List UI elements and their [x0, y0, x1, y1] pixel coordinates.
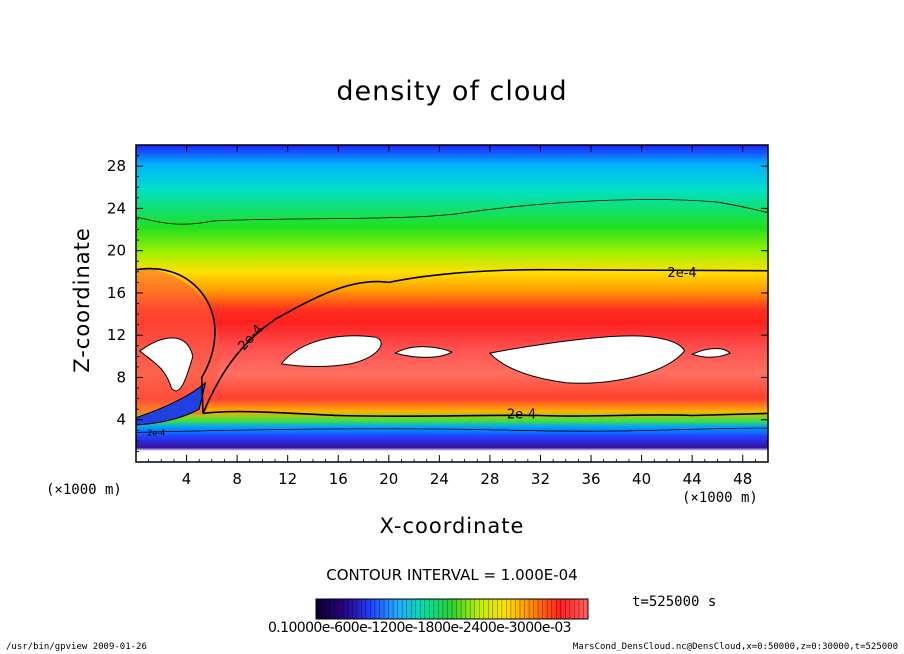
contour-2e4-top	[202, 268, 768, 414]
y-axis-unit: (×1000 m)	[46, 482, 122, 498]
x-tick-label: 24	[430, 470, 449, 488]
footer-program-info: /usr/bin/gpview 2009-01-26	[6, 642, 147, 652]
contour-lines	[136, 199, 768, 433]
footer-file-info: MarsCond_DensCloud.nc@DensCloud,x=0:5000…	[572, 642, 898, 652]
x-tick-label: 28	[480, 470, 499, 488]
x-tick-label: 8	[232, 470, 242, 488]
contour-lower	[136, 427, 768, 433]
x-tick-label: 44	[683, 470, 702, 488]
x-tick-label: 4	[182, 470, 192, 488]
cloud-patch-1	[138, 337, 194, 392]
low-density-wedge	[136, 381, 207, 426]
cloud-patch-2	[280, 335, 382, 368]
x-tick-label: 12	[278, 470, 297, 488]
time-label: t=525000 s	[632, 594, 717, 610]
x-tick-label: 36	[581, 470, 600, 488]
contour-label-3: 2e-4	[507, 407, 536, 422]
contour-upper	[136, 199, 768, 225]
y-tick-label: 28	[107, 157, 126, 175]
field-background	[136, 145, 768, 462]
x-tick-label: 20	[379, 470, 398, 488]
x-axis-unit: (×1000 m)	[682, 490, 758, 506]
chart-title: density of cloud	[336, 76, 568, 107]
contour-2e4-left	[136, 267, 216, 414]
x-tick-label: 40	[632, 470, 651, 488]
colorbar	[315, 598, 589, 620]
y-tick-label: 24	[107, 199, 126, 217]
x-axis-label: X-coordinate	[379, 514, 525, 538]
y-tick-label: 8	[116, 368, 126, 386]
y-tick-label: 4	[116, 411, 126, 429]
y-tick-label: 20	[107, 242, 126, 260]
contour-label-1: 2e-4	[667, 266, 696, 281]
contour-label-4: 2e-4	[147, 428, 165, 437]
contour-interval-text: CONTOUR INTERVAL = 1.000E-04	[326, 566, 578, 584]
y-tick-label: 12	[107, 326, 126, 344]
y-axis-ticks: 4 8 12 16 20 24 28	[107, 155, 768, 452]
cloud-patch-5	[690, 348, 731, 358]
x-tick-label: 48	[733, 470, 752, 488]
cloud-patch-4	[393, 346, 454, 358]
colorbar-labels: 0.10000e-600e-1200e-1800e-2400e-3000e-03	[268, 620, 572, 636]
x-tick-label: 32	[531, 470, 550, 488]
cloud-patch-3	[488, 335, 686, 384]
contour-2e4-bottom	[202, 410, 768, 418]
x-tick-label: 16	[329, 470, 348, 488]
density-field	[136, 145, 768, 462]
x-axis-ticks: 4 8 12 16 20 24 28 32 36 40 44 48	[148, 145, 756, 488]
y-tick-label: 16	[107, 284, 126, 302]
